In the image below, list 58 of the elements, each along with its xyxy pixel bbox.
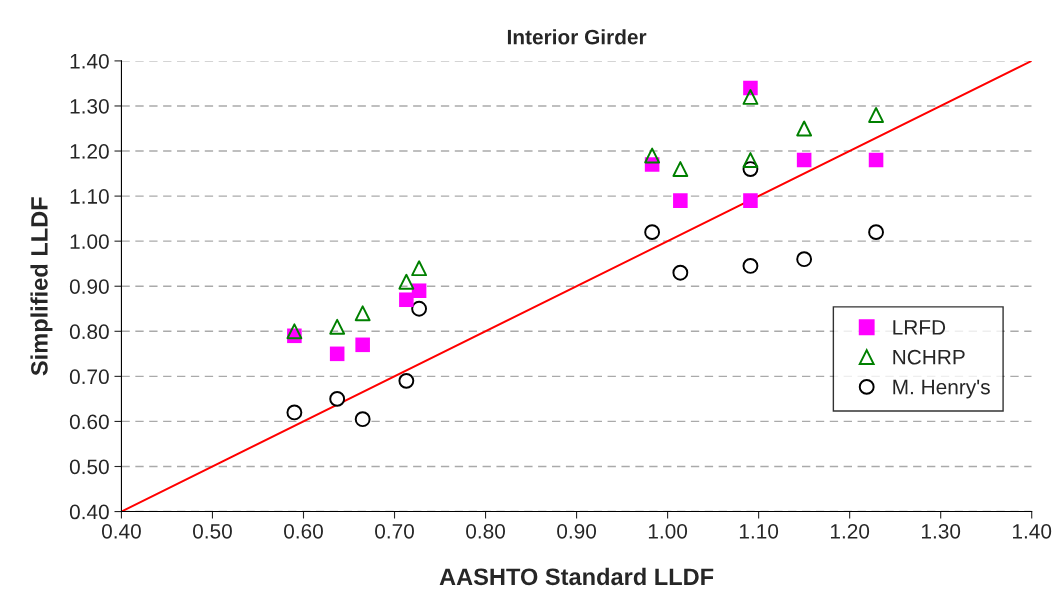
x-tick-label: 0.90 [557, 523, 597, 539]
y-tick-label: 1.40 [70, 53, 109, 69]
y-axis-title: Simplified LLDF [30, 197, 53, 376]
x-tick-label: 1.30 [922, 523, 961, 539]
x-tick-label: 1.40 [1013, 523, 1052, 539]
x-tick-label: 0.50 [193, 523, 232, 539]
y-tick-label: 0.90 [69, 279, 109, 294]
y-tick-label: 0.40 [69, 504, 109, 520]
point [868, 152, 884, 168]
point [743, 80, 758, 96]
point [796, 120, 813, 137]
point [398, 372, 415, 389]
x-tick-label: 0.60 [284, 523, 323, 539]
x-tick-label: 0.70 [375, 523, 414, 539]
y-tick-label: 0.70 [69, 369, 109, 385]
point [329, 390, 346, 407]
point [398, 273, 415, 290]
point [286, 323, 303, 340]
y-tick-label: 0.80 [69, 324, 109, 340]
point [743, 193, 758, 208]
point [796, 152, 812, 168]
point [411, 283, 427, 299]
point [796, 251, 813, 268]
x-tick-label: 0.40 [101, 523, 141, 539]
y-tick-label: 0.50 [69, 459, 109, 475]
point [742, 89, 759, 105]
point [286, 404, 303, 421]
y-tick-label: 1.20 [70, 144, 109, 159]
point [411, 300, 428, 317]
point [672, 161, 689, 177]
point [742, 258, 759, 274]
point [355, 337, 370, 353]
chart-title: Interior Girder [507, 29, 647, 45]
point [644, 224, 661, 241]
y-tick-label: 0.60 [69, 414, 109, 430]
point [399, 292, 414, 308]
legend-label: M. Henry's [893, 379, 990, 399]
point [354, 411, 371, 428]
legend-label: LRFD [893, 320, 946, 335]
y-tick-label: 1.10 [70, 189, 109, 204]
x-tick-label: 0.80 [466, 523, 506, 539]
point [329, 318, 346, 335]
point [411, 260, 428, 277]
point [329, 346, 345, 362]
point [868, 107, 884, 123]
legend-label: NCHRP [893, 349, 965, 365]
point [354, 305, 371, 322]
x-tick-label: 1.10 [739, 523, 779, 539]
point [673, 193, 688, 208]
point [672, 264, 689, 281]
point [868, 224, 884, 241]
point [644, 147, 661, 164]
y-tick-label: 1.30 [70, 98, 109, 114]
x-axis-title: AASHTO Standard LLDF [439, 567, 714, 586]
x-tick-label: 1.20 [830, 523, 870, 539]
y-tick-label: 1.00 [70, 234, 109, 249]
point [742, 152, 759, 168]
x-tick-label: 1.00 [648, 523, 688, 539]
